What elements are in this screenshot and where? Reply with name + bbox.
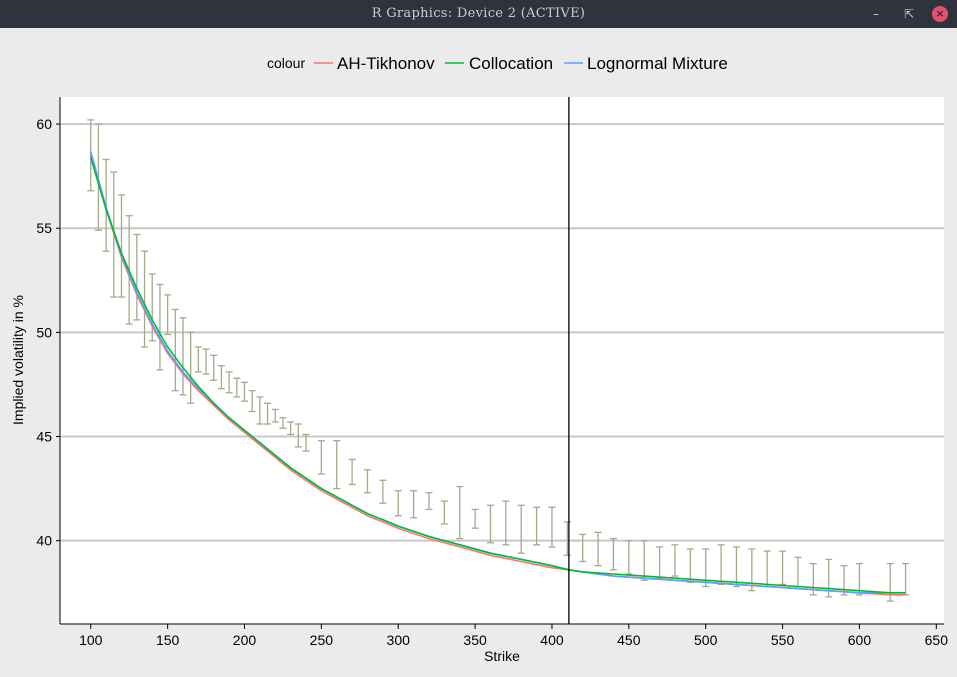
error-bar (656, 546, 664, 579)
error-bar (294, 423, 302, 448)
x-axis-label: Strike (484, 648, 520, 664)
error-bar (217, 365, 225, 390)
error-bar (279, 417, 287, 429)
series-line-collocation (89, 157, 906, 594)
window-titlebar: R Graphics: Device 2 (ACTIVE) – ⇱ × (0, 0, 957, 28)
minimize-icon[interactable]: – (873, 7, 879, 21)
error-bar (210, 354, 218, 381)
error-bar (141, 250, 149, 348)
error-bar (671, 544, 679, 577)
error-bar (855, 562, 863, 596)
error-bar (317, 440, 325, 475)
grid-lines (60, 123, 944, 542)
error-bar (717, 544, 725, 586)
error-bar (379, 479, 387, 504)
error-bar (471, 508, 479, 529)
error-bar (117, 194, 125, 298)
error-bar (202, 348, 210, 375)
maximize-icon[interactable]: ⇱ (903, 7, 915, 21)
x-tick-label-200: 200 (233, 632, 257, 648)
error-bar (779, 550, 787, 586)
error-bar (625, 540, 633, 575)
error-bar (732, 546, 740, 588)
y-tick-label-40: 40 (36, 533, 52, 549)
error-bar (594, 531, 602, 567)
error-bar (517, 504, 525, 554)
error-bar (133, 233, 141, 321)
error-bar (640, 540, 648, 581)
error-bar (440, 500, 448, 525)
close-icon[interactable]: × (932, 6, 948, 22)
error-bar (302, 433, 310, 452)
error-bar (394, 490, 402, 517)
error-bar (179, 317, 187, 396)
error-bar (256, 396, 264, 425)
x-tick-label-150: 150 (156, 632, 180, 648)
error-bar (194, 346, 202, 373)
y-axis-ticks: 40 45 50 55 60 (36, 116, 60, 549)
error-bar (502, 500, 510, 546)
x-tick-label-300: 300 (387, 632, 411, 648)
x-tick-label-250: 250 (310, 632, 334, 648)
error-bars (87, 119, 910, 602)
error-bar (425, 492, 433, 511)
legend-label-collocation: Collocation (469, 54, 553, 73)
error-bar (410, 490, 418, 519)
x-tick-label-500: 500 (694, 632, 718, 648)
legend: colour AH-Tikhonov Collocation Lognormal… (267, 54, 728, 73)
plot-panel (60, 97, 944, 624)
error-bar (171, 308, 179, 392)
error-bar (264, 402, 272, 425)
y-tick-label-50: 50 (36, 324, 52, 340)
error-bar (363, 469, 371, 494)
window-title: R Graphics: Device 2 (ACTIVE) (371, 6, 586, 21)
error-bar (248, 390, 256, 413)
legend-title: colour (267, 55, 305, 71)
x-tick-label-350: 350 (463, 632, 487, 648)
y-tick-label-60: 60 (36, 116, 52, 132)
error-bar (164, 294, 172, 336)
x-tick-label-450: 450 (617, 632, 641, 648)
error-bar (148, 273, 156, 342)
error-bar (233, 377, 241, 398)
error-bar (456, 485, 464, 540)
x-tick-label-600: 600 (848, 632, 872, 648)
error-bar (533, 506, 541, 546)
error-bar (271, 408, 279, 423)
y-axis-label: Implied volatility in % (10, 295, 26, 425)
x-axis-ticks: 100 150 200 250 300 350 400 450 500 550 600 650 (79, 624, 948, 648)
error-bar (548, 506, 556, 548)
error-bar (225, 371, 233, 394)
legend-label-lognormal-mixture: Lognormal Mixture (587, 54, 728, 73)
error-bar (686, 548, 694, 583)
error-bar (240, 381, 248, 402)
error-bar (486, 504, 494, 544)
error-bar (609, 537, 617, 571)
error-bar (348, 458, 356, 486)
error-bar (287, 421, 295, 436)
x-tick-label-550: 550 (771, 632, 795, 648)
x-tick-label-400: 400 (540, 632, 564, 648)
chart: colour AH-Tikhonov Collocation Lognormal… (0, 28, 957, 677)
series-lines (89, 150, 906, 596)
y-tick-label-45: 45 (36, 429, 52, 445)
error-bar (333, 440, 341, 490)
x-tick-label-100: 100 (79, 632, 103, 648)
x-tick-label-650: 650 (925, 632, 949, 648)
error-bar (187, 331, 195, 404)
error-bar (156, 283, 164, 371)
error-bar (563, 521, 571, 556)
error-bar (579, 533, 587, 563)
y-tick-label-55: 55 (36, 220, 52, 236)
legend-label-ah-tikhonov: AH-Tikhonov (337, 54, 435, 73)
